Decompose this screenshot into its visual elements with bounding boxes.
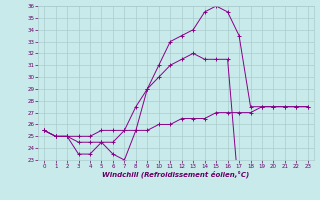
X-axis label: Windchill (Refroidissement éolien,°C): Windchill (Refroidissement éolien,°C) bbox=[102, 171, 250, 178]
